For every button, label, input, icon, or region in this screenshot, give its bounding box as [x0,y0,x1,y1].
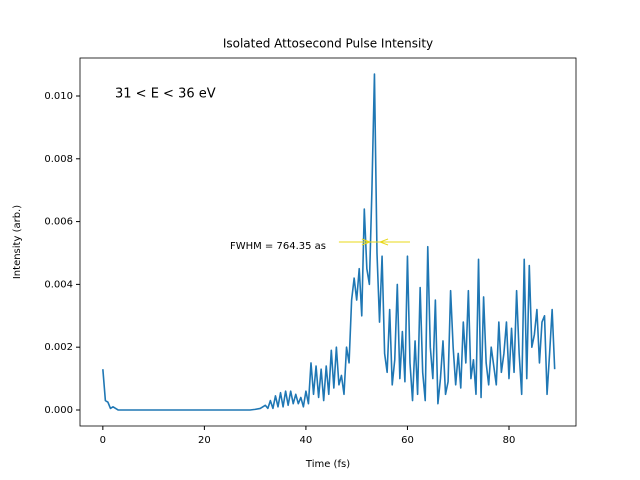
fwhm-annotation: FWHM = 764.35 as [230,241,326,252]
y-tick-label: 0.002 [44,342,73,353]
y-tick-label: 0.010 [44,91,73,102]
y-tick-label: 0.008 [44,154,73,165]
x-tick-label: 0 [100,435,106,446]
plot-frame [79,57,577,427]
chart-title: Isolated Attosecond Pulse Intensity [223,37,433,51]
y-tick-label: 0.006 [44,217,73,228]
x-tick-label: 40 [300,435,313,446]
y-axis-label: Intensity (arb.) [12,205,23,279]
fwhm-arrowhead [361,238,371,246]
x-tick-label: 20 [198,435,211,446]
y-tick-label: 0.000 [44,405,73,416]
x-tick-label: 80 [503,435,516,446]
x-tick-label: 60 [401,435,414,446]
fwhm-arrowhead [379,238,389,246]
data-line [102,73,556,411]
energy-annotation: 31 < E < 36 eV [115,87,216,102]
y-tick-label: 0.004 [44,279,73,290]
x-axis-label: Time (fs) [305,459,350,470]
